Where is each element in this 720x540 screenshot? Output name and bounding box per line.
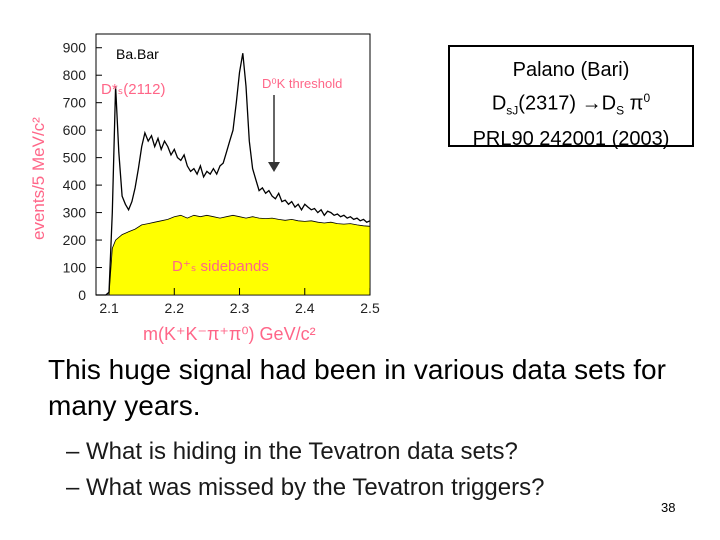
- reference-box: Palano (Bari) DsJ(2317) →DS π0 PRL90 242…: [448, 45, 694, 150]
- x-tick-label: 2.4: [295, 300, 315, 316]
- threshold-annotation: D⁰K threshold: [262, 76, 342, 91]
- x-tick-label: 2.5: [360, 300, 380, 316]
- y-tick-label: 200: [63, 232, 87, 248]
- y-tick-label: 600: [63, 122, 87, 138]
- reference-citation: PRL90 242001 (2003): [472, 127, 670, 150]
- y-tick-label: 800: [63, 67, 87, 83]
- reference-decay: DsJ(2317) →DS π0: [491, 91, 651, 118]
- page-number: 38: [661, 500, 676, 515]
- y-tick-label: 0: [78, 287, 86, 303]
- reference-author: Palano (Bari): [512, 59, 630, 81]
- sideband-fill-group: [108, 214, 371, 296]
- x-tick-label: 2.2: [165, 300, 185, 316]
- y-tick-label: 900: [63, 40, 87, 56]
- y-tick-label: 400: [63, 177, 87, 193]
- mass-spectrum-chart: 0 100 200 300 400 500 600 700 800 900 2.1 2.2 2.3 2.4…: [29, 33, 380, 344]
- x-tick-label: 2.3: [230, 300, 250, 316]
- threshold-arrow-head: [268, 162, 280, 172]
- sidebands-annotation: D⁺ₛ sidebands: [172, 258, 269, 275]
- signal-line: [96, 53, 371, 296]
- bullet-item: – What was missed by the Tevatron trigge…: [66, 474, 545, 501]
- y-tick-label: 700: [63, 95, 87, 111]
- sideband-area: [108, 214, 371, 296]
- arrow-icon: →: [581, 92, 602, 115]
- y-axis-label: events/5 MeV/c²: [29, 117, 48, 240]
- signal-line-group: [96, 53, 371, 296]
- ds-star-annotation: D*ₛ(2112): [101, 81, 166, 98]
- experiment-label: Ba.Bar: [116, 46, 159, 62]
- y-tick-label: 100: [63, 260, 87, 276]
- bullet-list: – What is hiding in the Tevatron data se…: [66, 434, 686, 506]
- x-tick-label: 2.1: [99, 300, 119, 316]
- y-tick-label: 500: [63, 150, 87, 166]
- tick-group: 0 100 200 300 400 500 600 700 800 900 2.1 2.2 2.3 2.4…: [63, 40, 380, 316]
- bullet-item: – What is hiding in the Tevatron data se…: [66, 438, 518, 465]
- main-statement: This huge signal had been in various dat…: [48, 354, 666, 421]
- x-axis-label: m(K⁺K⁻π⁺π⁰) GeV/c²: [143, 324, 316, 344]
- y-tick-label: 300: [63, 205, 87, 221]
